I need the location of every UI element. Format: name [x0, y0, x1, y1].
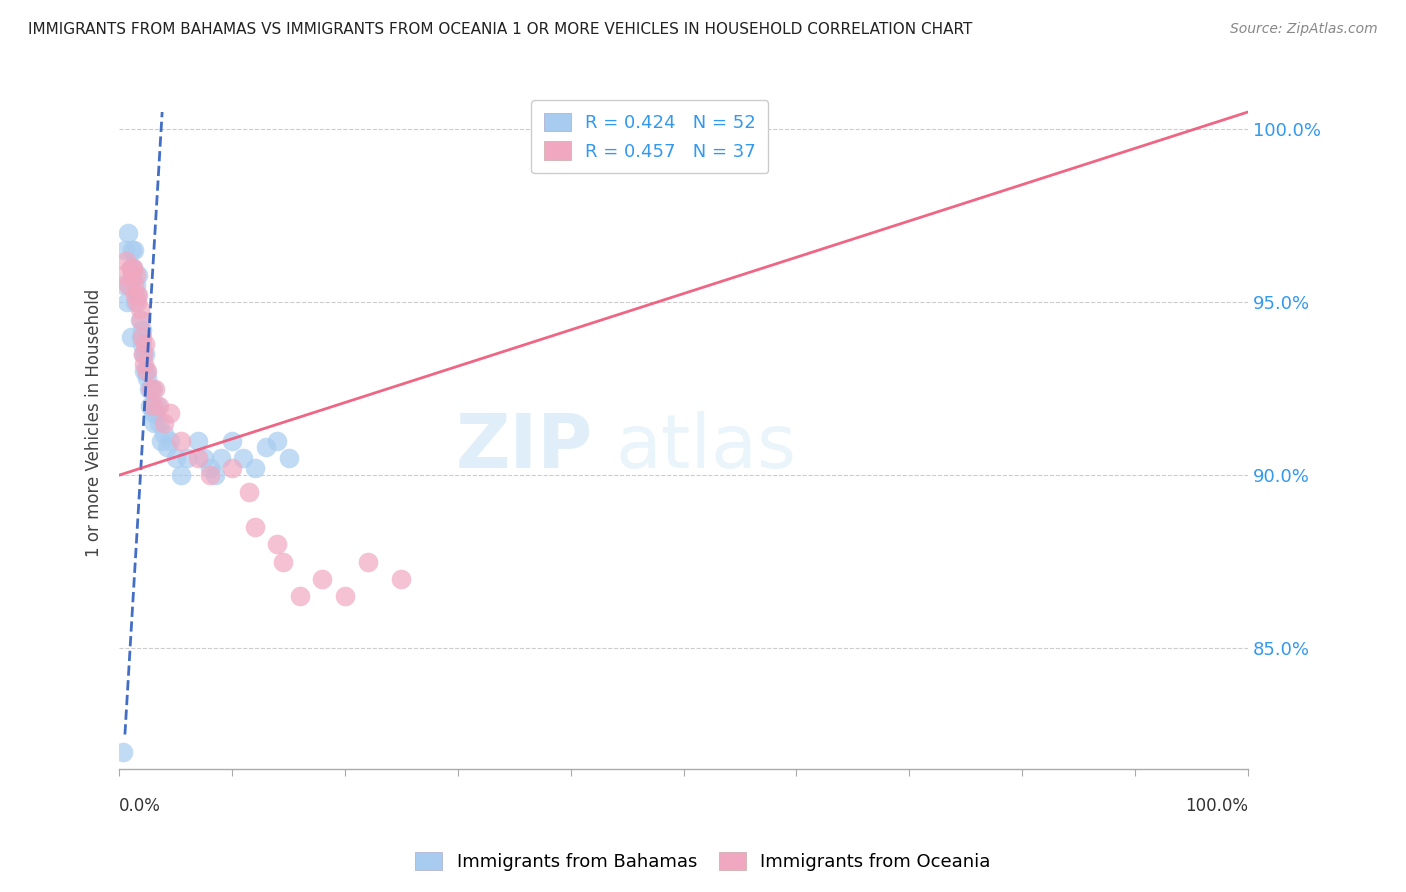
Point — [148, 417, 170, 431]
Point — [120, 260, 142, 275]
Point — [145, 399, 167, 413]
Point — [115, 253, 138, 268]
Point — [129, 312, 152, 326]
Point — [176, 450, 198, 465]
Point — [111, 745, 134, 759]
Point — [121, 244, 143, 258]
Point — [266, 537, 288, 551]
Point — [121, 260, 143, 275]
Point — [221, 461, 243, 475]
Point — [117, 226, 139, 240]
Point — [136, 371, 159, 385]
Point — [139, 399, 162, 413]
Point — [138, 382, 160, 396]
Point — [142, 406, 165, 420]
Point — [153, 417, 176, 431]
Point — [170, 468, 193, 483]
Point — [128, 312, 150, 326]
Point — [127, 268, 149, 282]
Point — [120, 330, 142, 344]
Point — [121, 260, 143, 275]
Point — [271, 555, 294, 569]
Point — [122, 244, 145, 258]
Legend: R = 0.424   N = 52, R = 0.457   N = 37: R = 0.424 N = 52, R = 0.457 N = 37 — [531, 100, 769, 173]
Point — [150, 434, 173, 448]
Point — [132, 347, 155, 361]
Point — [132, 358, 155, 372]
Point — [134, 336, 156, 351]
Point — [129, 330, 152, 344]
Point — [135, 364, 157, 378]
Point — [243, 461, 266, 475]
Point — [159, 434, 181, 448]
Point — [266, 434, 288, 448]
Point — [125, 277, 148, 292]
Point — [139, 382, 162, 396]
Point — [117, 277, 139, 292]
Point — [333, 589, 356, 603]
Point — [153, 426, 176, 441]
Point — [112, 268, 135, 282]
Point — [141, 399, 163, 413]
Point — [198, 461, 221, 475]
Text: atlas: atlas — [616, 411, 797, 484]
Point — [391, 572, 413, 586]
Point — [118, 277, 141, 292]
Point — [120, 260, 142, 275]
Point — [221, 434, 243, 448]
Point — [143, 417, 166, 431]
Point — [122, 277, 145, 292]
Point — [232, 450, 254, 465]
Point — [139, 382, 162, 396]
Point — [148, 399, 170, 413]
Point — [187, 450, 209, 465]
Point — [121, 268, 143, 282]
Point — [127, 288, 149, 302]
Point — [124, 295, 146, 310]
Point — [115, 295, 138, 310]
Point — [187, 434, 209, 448]
Point — [134, 347, 156, 361]
Text: IMMIGRANTS FROM BAHAMAS VS IMMIGRANTS FROM OCEANIA 1 OR MORE VEHICLES IN HOUSEHO: IMMIGRANTS FROM BAHAMAS VS IMMIGRANTS FR… — [28, 22, 973, 37]
Text: 100.0%: 100.0% — [1185, 797, 1249, 814]
Point — [132, 347, 155, 361]
Text: 0.0%: 0.0% — [120, 797, 162, 814]
Point — [131, 323, 153, 337]
Point — [128, 302, 150, 317]
Point — [125, 268, 148, 282]
Point — [142, 399, 165, 413]
Point — [198, 468, 221, 483]
Y-axis label: 1 or more Vehicles in Household: 1 or more Vehicles in Household — [86, 289, 103, 558]
Text: Source: ZipAtlas.com: Source: ZipAtlas.com — [1230, 22, 1378, 37]
Point — [311, 572, 333, 586]
Point — [156, 441, 179, 455]
Legend: Immigrants from Bahamas, Immigrants from Oceania: Immigrants from Bahamas, Immigrants from… — [408, 845, 998, 879]
Point — [136, 364, 159, 378]
Point — [114, 244, 136, 258]
Point — [145, 382, 167, 396]
Point — [356, 555, 378, 569]
Point — [127, 295, 149, 310]
Point — [145, 406, 167, 420]
Point — [112, 277, 135, 292]
Point — [243, 520, 266, 534]
Point — [254, 441, 277, 455]
Point — [277, 450, 299, 465]
Point — [204, 468, 226, 483]
Point — [127, 288, 149, 302]
Point — [131, 336, 153, 351]
Point — [132, 364, 155, 378]
Point — [170, 434, 193, 448]
Point — [142, 382, 165, 396]
Point — [209, 450, 232, 465]
Point — [165, 450, 187, 465]
Point — [238, 485, 260, 500]
Point — [159, 406, 181, 420]
Point — [193, 450, 215, 465]
Point — [131, 330, 153, 344]
Point — [124, 288, 146, 302]
Point — [288, 589, 311, 603]
Text: ZIP: ZIP — [456, 411, 593, 484]
